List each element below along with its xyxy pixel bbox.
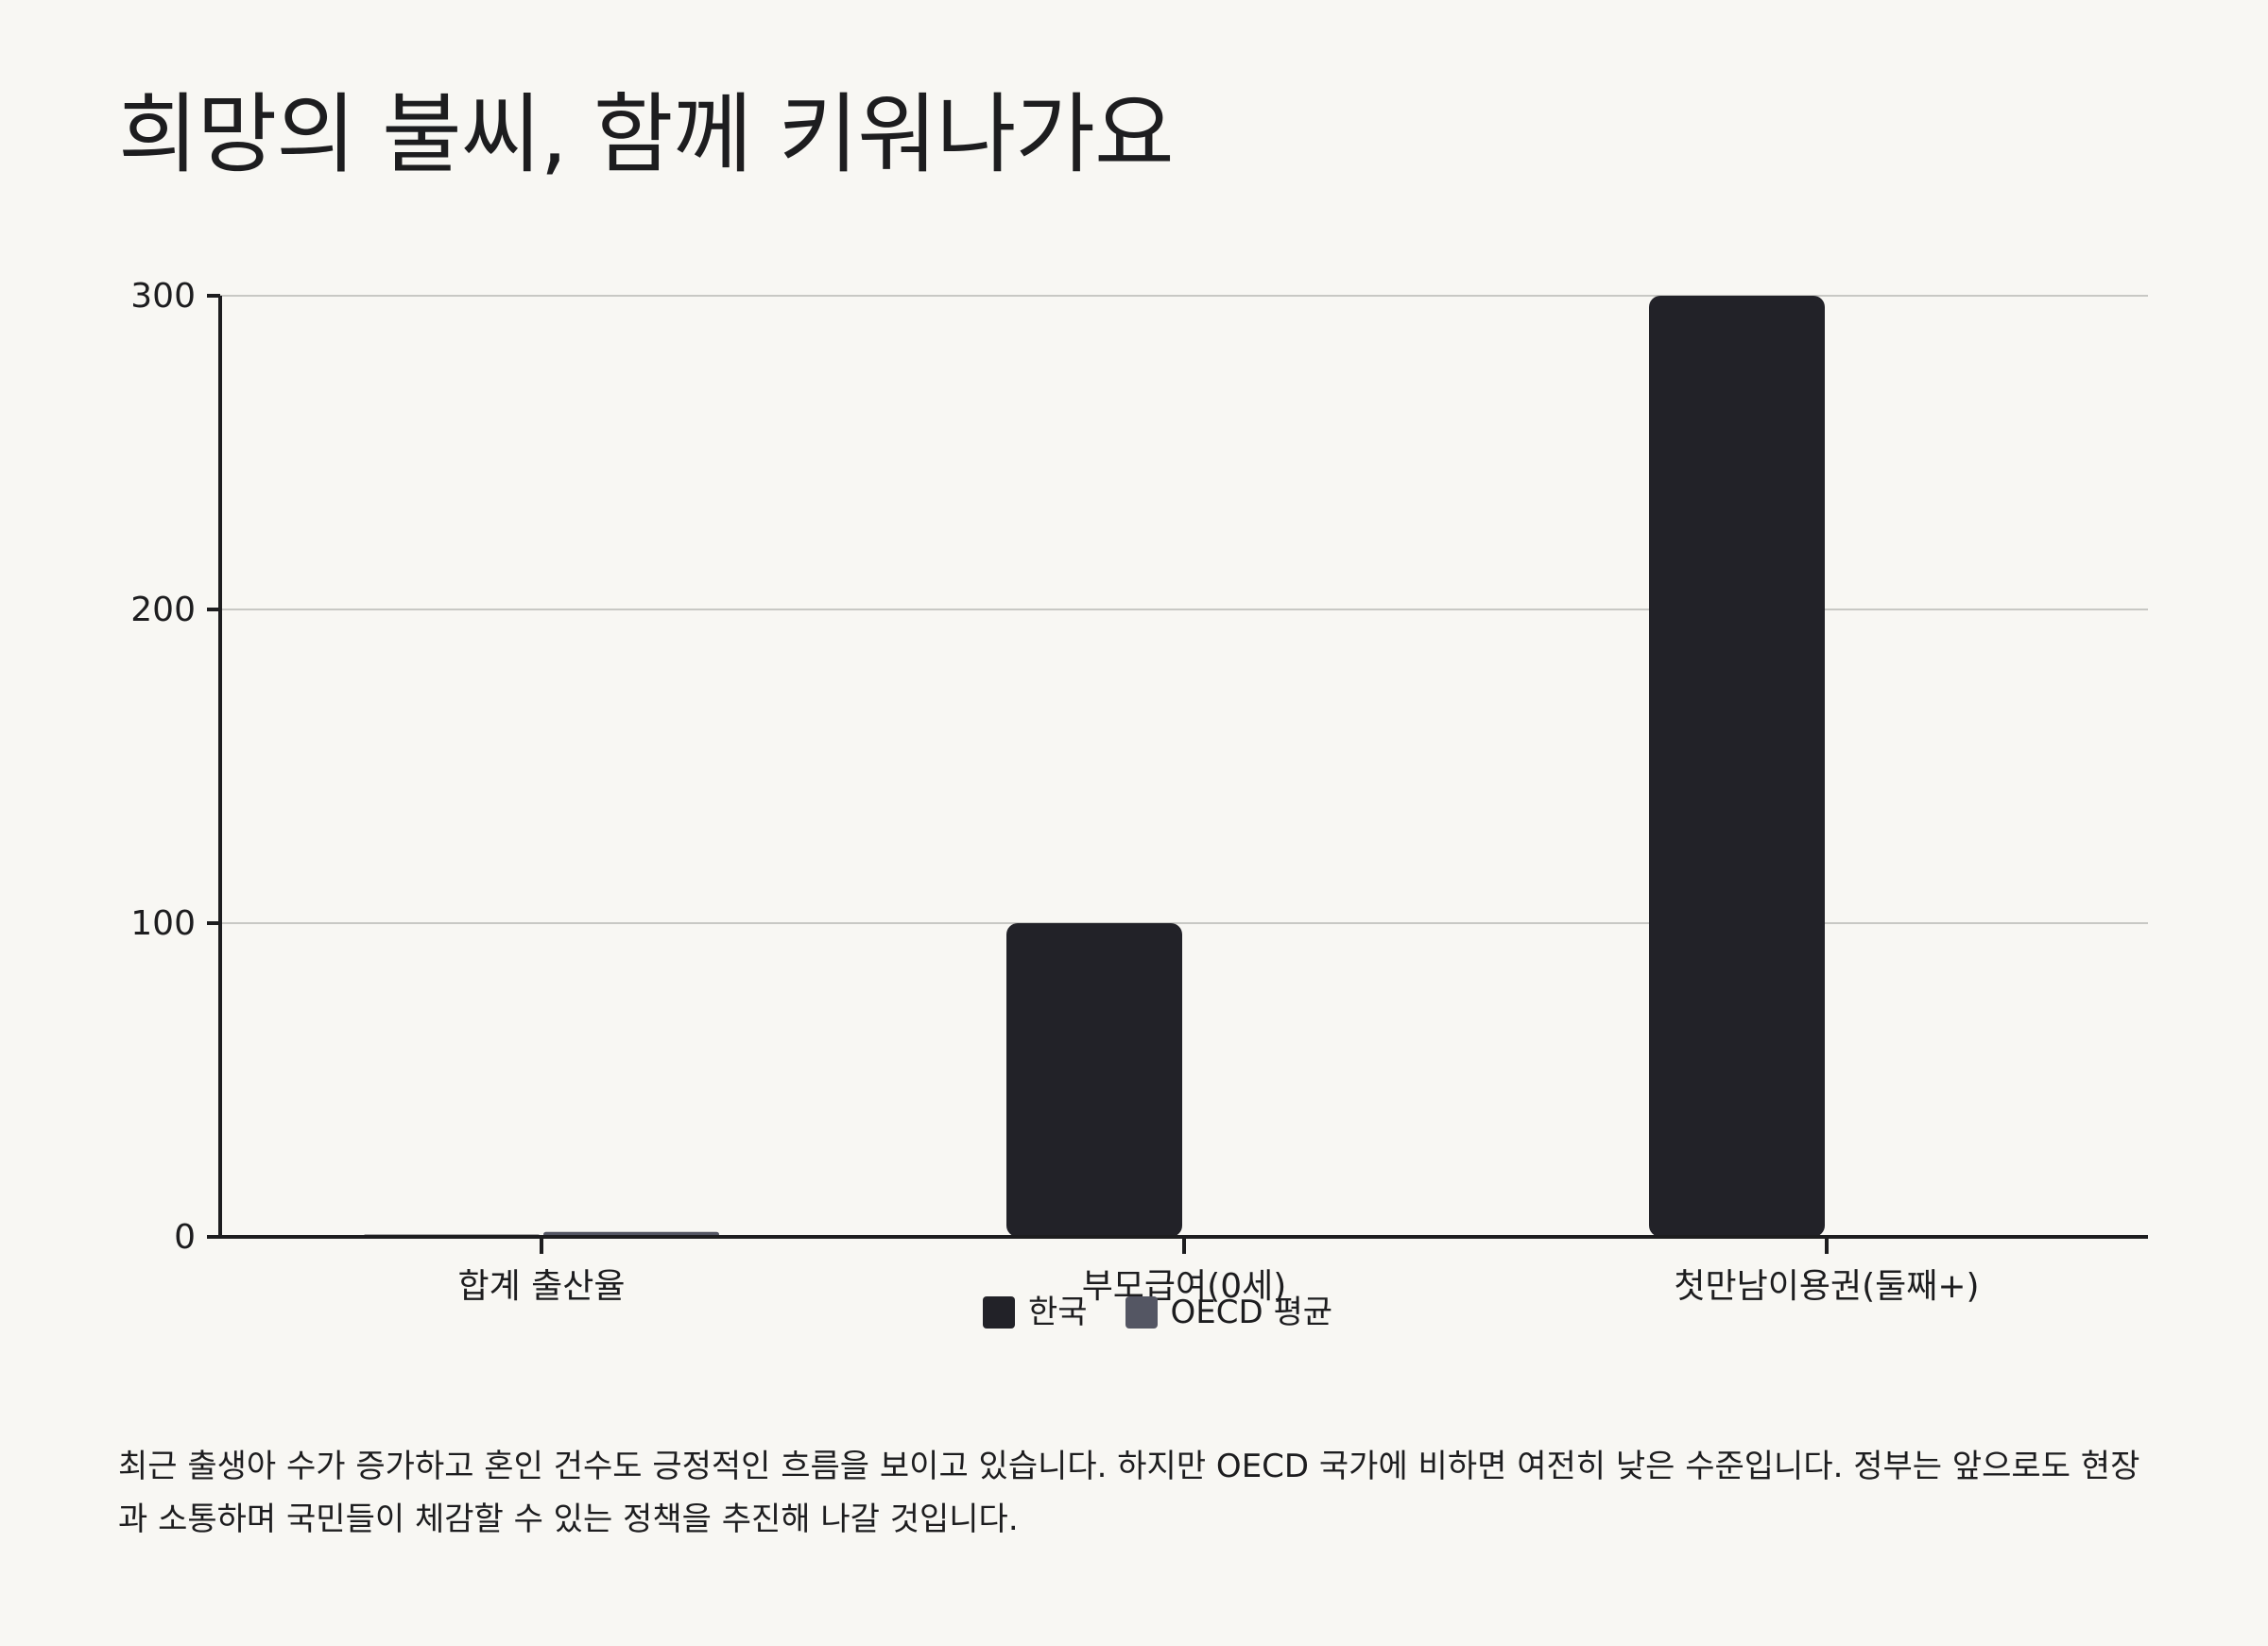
bar-chart: 0 100 200 300 합계 출산율 부모급여(0세) 첫만남이용권(둘째+)	[130, 277, 2148, 1306]
x-tick-label: 첫만남이용권(둘째+)	[1674, 1267, 1979, 1306]
legend-swatch-korea	[982, 1296, 1015, 1329]
caption-text: 최근 출생아 수가 증가하고 혼인 건수도 긍정적인 흐름을 보이고 있습니다.…	[118, 1448, 2140, 1538]
y-tick-label: 100	[130, 904, 196, 943]
y-tick-label: 300	[130, 277, 196, 316]
y-tick-label: 0	[174, 1218, 196, 1257]
bar-korea-2	[1649, 296, 1825, 1237]
y-tick-label: 200	[130, 591, 196, 629]
legend-item-korea: 한국	[982, 1294, 1088, 1331]
legend-label-korea: 한국	[1027, 1294, 1088, 1331]
bar-korea-1	[1006, 923, 1182, 1237]
x-tick-label: 부모급여(0세)	[1082, 1267, 1287, 1306]
legend-swatch-oecd	[1125, 1296, 1158, 1329]
legend-item-oecd: OECD 평균	[1125, 1294, 1333, 1331]
page-title: 희망의 불씨, 함께 키워나가요	[118, 84, 1175, 185]
legend-label-oecd: OECD 평균	[1170, 1294, 1333, 1331]
chart-legend: 한국 OECD 평균	[0, 1296, 2268, 1329]
x-tick-label: 합계 출산율	[457, 1267, 625, 1306]
